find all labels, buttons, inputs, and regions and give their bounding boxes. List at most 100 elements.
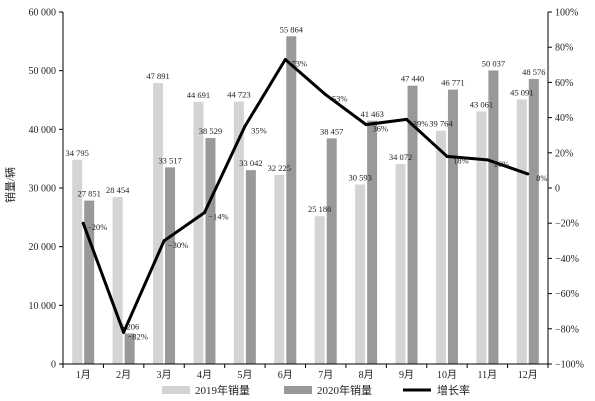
bar-2019-1	[72, 159, 83, 364]
growth-rate-line	[81, 58, 529, 334]
data-label-2019-7: 25 186	[308, 204, 331, 214]
growth-label-1: −20%	[87, 222, 107, 232]
y-tick-label: 30 000	[29, 184, 57, 195]
growth-point-3	[162, 239, 166, 243]
data-label-2019-4: 44 691	[187, 90, 210, 100]
y-tick-label: 60 000	[29, 8, 57, 19]
growth-point-5	[243, 124, 247, 128]
growth-point-9	[405, 117, 409, 121]
data-label-2020-6: 55 864	[280, 24, 304, 34]
growth-label-12: 8%	[536, 173, 547, 183]
legend: 2019年销量 2020年销量 增长率	[162, 383, 470, 397]
legend-swatch-2019	[162, 386, 190, 394]
bar-2019-4	[193, 101, 204, 364]
data-label-2019-6: 32 225	[268, 163, 291, 173]
y-tick-label: 40 000	[29, 125, 57, 136]
growth-label-5: 35%	[251, 125, 267, 135]
bar-2019-9	[395, 164, 406, 364]
data-label-2020-12: 48 576	[522, 67, 545, 77]
y-axis-title: 销量/辆	[3, 167, 17, 203]
growth-point-10	[445, 154, 449, 158]
legend-label-2019: 2019年销量	[195, 383, 250, 397]
growth-point-2	[122, 330, 126, 334]
data-label-2020-2: 5 206	[120, 321, 139, 331]
x-tick-label: 9月	[399, 369, 414, 381]
legend-swatch-2020	[284, 386, 312, 394]
bar-2020-3	[165, 167, 176, 364]
y-tick-label: 10 000	[29, 301, 57, 312]
data-label-2019-2: 28 454	[106, 185, 130, 195]
y2-tick-label: 80%	[555, 43, 573, 54]
x-tick-label: 8月	[359, 369, 374, 381]
bar-2020-2	[124, 333, 135, 364]
growth-point-6	[283, 58, 287, 62]
ticks-layer: 0 10 000 20 000 30 000 40 000 50 000 60 000 −10…	[29, 8, 584, 382]
x-tick-label: 2月	[116, 369, 131, 381]
growth-label-8: 36%	[372, 124, 388, 134]
bar-2020-11	[488, 70, 499, 365]
legend-label-growth: 增长率	[437, 383, 470, 397]
data-label-2020-8: 41 463	[360, 109, 383, 119]
y2-tick-label: 100%	[555, 8, 578, 19]
x-tick-label: 1月	[76, 369, 91, 381]
growth-point-1	[81, 221, 85, 225]
data-labels-layer: 34 795 27 851 28 454 5 206 47 891 33 517 44 69…	[66, 24, 548, 341]
x-tick-label: 5月	[237, 369, 252, 381]
data-label-2020-7: 38 457	[320, 126, 343, 136]
data-label-2020-10: 46 771	[441, 78, 464, 88]
bar-2019-12	[516, 99, 527, 365]
bar-2020-4	[205, 137, 216, 364]
data-label-2020-4: 38 529	[199, 126, 222, 136]
x-tick-label: 11月	[478, 369, 498, 381]
growth-label-10: 18%	[453, 155, 469, 165]
data-label-2019-9: 34 072	[389, 152, 412, 162]
y2-tick-label: −100%	[555, 360, 584, 371]
bar-2020-5	[245, 170, 256, 364]
bar-2020-10	[447, 89, 458, 364]
y2-tick-label: −80%	[555, 324, 579, 335]
growth-label-9: 39%	[413, 118, 429, 128]
bar-2019-11	[476, 111, 487, 365]
bar-2020-1	[84, 200, 95, 364]
y2-tick-label: −20%	[555, 219, 579, 230]
y2-tick-label: 0	[555, 184, 560, 195]
bar-2020-6	[286, 36, 297, 365]
x-tick-label: 7月	[318, 369, 333, 381]
growth-label-11: 16%	[494, 159, 510, 169]
data-label-2020-3: 33 517	[158, 155, 181, 165]
y2-tick-label: −40%	[555, 254, 579, 265]
bar-2019-10	[435, 130, 446, 364]
bars-layer	[72, 36, 539, 365]
data-label-2019-10: 39 764	[429, 119, 453, 129]
growth-point-12	[526, 172, 530, 176]
growth-point-7	[324, 93, 328, 97]
growth-label-6: 73%	[291, 59, 307, 69]
bar-2019-6	[274, 174, 285, 364]
x-tick-label: 3月	[157, 369, 172, 381]
data-label-2019-5: 44 723	[227, 90, 250, 100]
data-label-2019-1: 34 795	[66, 148, 89, 158]
legend-label-2020: 2020年销量	[317, 383, 372, 397]
bar-2019-2	[112, 197, 123, 364]
x-tick-label: 10月	[437, 369, 457, 381]
x-tick-label: 4月	[197, 369, 212, 381]
bar-2019-8	[355, 184, 366, 364]
y2-tick-label: 40%	[555, 113, 573, 124]
y-tick-label: 20 000	[29, 242, 57, 253]
bar-2020-7	[326, 138, 337, 364]
data-label-2020-11: 50 037	[482, 58, 505, 68]
x-tick-label: 12月	[518, 369, 538, 381]
growth-point-8	[364, 123, 368, 127]
y2-tick-label: 60%	[555, 78, 573, 89]
growth-point-4	[202, 211, 206, 215]
x-tick-label: 6月	[278, 369, 293, 381]
data-label-2019-11: 43 061	[470, 99, 493, 109]
data-label-2019-12: 45 091	[510, 87, 533, 97]
y-tick-label: 0	[51, 360, 56, 371]
data-label-2019-8: 30 593	[348, 173, 371, 183]
y-tick-label: 50 000	[29, 66, 57, 77]
bar-2019-3	[153, 83, 164, 365]
growth-label-4: −14%	[208, 212, 228, 222]
y2-tick-label: −60%	[555, 289, 579, 300]
bar-2020-8	[367, 120, 378, 364]
